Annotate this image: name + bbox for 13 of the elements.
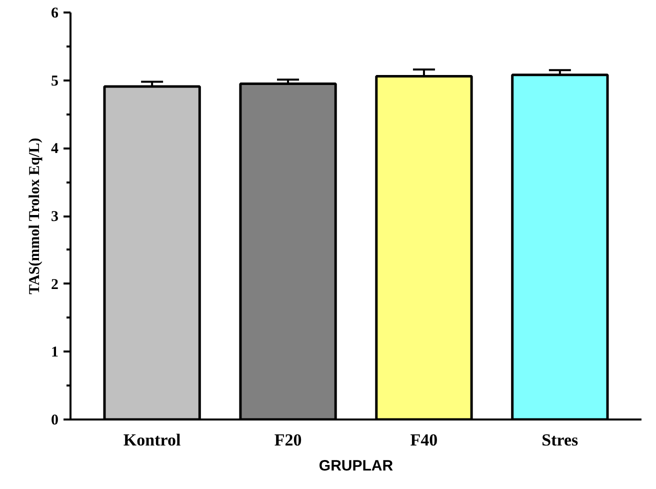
x-tick-label: F20 [274, 430, 302, 450]
y-axis-title: TAS(mmol Trolox Eq/L) [27, 138, 43, 294]
x-tick-label: Stres [542, 430, 579, 450]
y-tick-label: 6 [51, 6, 59, 22]
y-tick-label: 2 [51, 276, 58, 293]
y-tick-label: 4 [51, 141, 59, 158]
x-axis-title: GRUPLAR [318, 458, 394, 474]
x-tick-label: F40 [410, 430, 438, 450]
y-tick-label: 5 [51, 73, 58, 90]
y-tick-label: 0 [51, 412, 58, 428]
y-tick-label: 3 [51, 209, 58, 225]
y-tick-label: 1 [51, 344, 58, 361]
x-tick-label: Kontrol [123, 430, 181, 450]
